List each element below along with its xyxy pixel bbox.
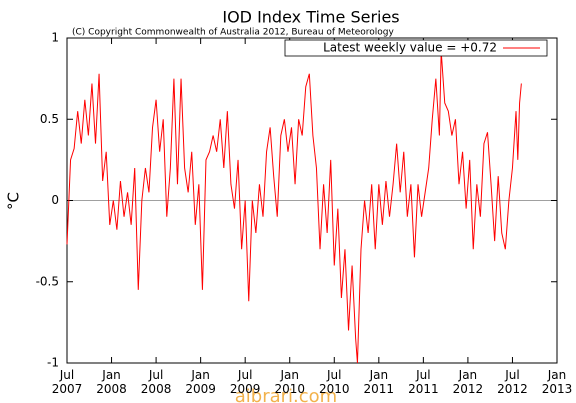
x-tick-label: Jan 2013 xyxy=(541,368,573,396)
x-tick-label: Jan 2011 xyxy=(363,368,395,396)
watermark: aibrari.com xyxy=(235,386,337,403)
data-line xyxy=(66,50,522,364)
y-tick-label: 0 xyxy=(51,193,59,207)
x-tick-label: Jul 2009 xyxy=(229,368,261,396)
y-tick-label: -0.5 xyxy=(36,274,59,288)
x-tick-label: Jul 2008 xyxy=(140,368,172,396)
x-tick-label: Jan 2010 xyxy=(274,368,305,396)
x-tick-label: Jul 2010 xyxy=(318,368,350,396)
y-tick-label: 0.5 xyxy=(40,112,59,126)
y-axis-label: °C xyxy=(5,192,23,210)
x-tick-label: Jan 2008 xyxy=(96,368,127,396)
x-tick-label: Jan 2009 xyxy=(185,368,216,396)
legend-label: Latest weekly value = +0.72 xyxy=(323,41,497,55)
x-tick-label: Jul 2011 xyxy=(408,368,439,396)
legend-box xyxy=(284,39,548,57)
subtitle: (C) Copyright Commonwealth of Australia … xyxy=(72,28,395,38)
x-tick-label: Jul 2012 xyxy=(497,368,528,396)
chart-title: IOD Index Time Series xyxy=(222,8,399,27)
x-tick-label: Jul 2007 xyxy=(51,368,83,396)
y-tick-label: -1 xyxy=(47,356,59,370)
x-tick-label: Jan 2012 xyxy=(452,368,484,396)
y-tick-label: 1 xyxy=(51,31,59,45)
plot-frame xyxy=(66,37,558,364)
